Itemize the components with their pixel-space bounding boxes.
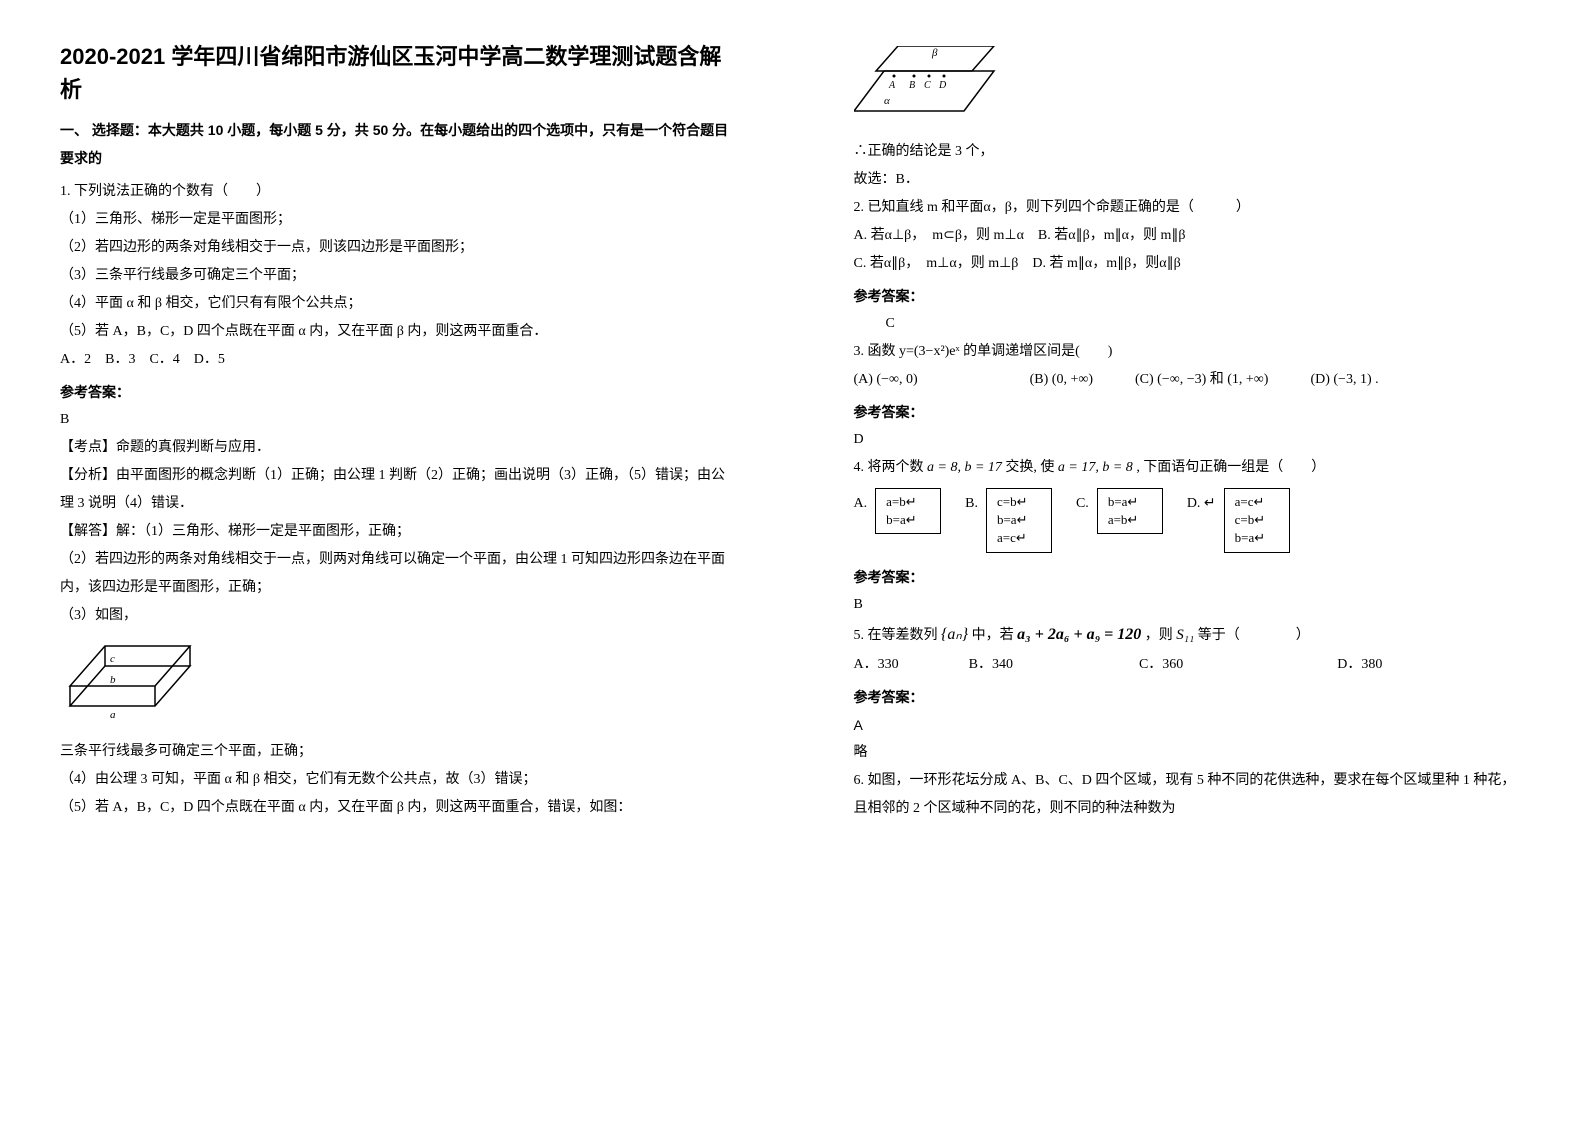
q4-optD-label: D. ↵ xyxy=(1187,488,1216,518)
q5-stem-a: 5. 在等差数列 xyxy=(854,628,942,643)
q4-optA-label: A. xyxy=(854,488,868,518)
q1-item3: （3）三条平行线最多可确定三个平面； xyxy=(60,262,734,290)
col2-line2: 故选：B． xyxy=(854,166,1528,194)
q4-options-row: A. a=b↵b=a↵ B. c=b↵b=a↵a=c↵ C. b=a↵a=b↵ … xyxy=(854,488,1528,553)
svg-text:c: c xyxy=(110,653,115,665)
q4-optC-label: C. xyxy=(1076,488,1089,518)
q1-answer-label: 参考答案： xyxy=(60,378,734,406)
q4-optC: C. b=a↵a=b↵ xyxy=(1076,488,1163,534)
q2-opts1: A. 若α⊥β， m⊂β，则 m⊥α B. 若α∥β，m∥α，则 m∥β xyxy=(854,222,1528,250)
q1-jieda5: （5）若 A，B，C，D 四个点既在平面 α 内，又在平面 β 内，则这两平面重… xyxy=(60,794,734,822)
q4-answer: B xyxy=(854,591,1528,619)
q1-kaodian: 【考点】命题的真假判断与应用． xyxy=(60,434,734,462)
q5-stem-f: S₁₁ xyxy=(1176,627,1194,643)
q4-optD: D. ↵ a=c↵c=b↵b=a↵ xyxy=(1187,488,1290,553)
q5-answer: A xyxy=(854,711,1528,739)
q5-stem-d: a₃ + 2a₆ + a₉ = 120 xyxy=(1017,626,1141,643)
svg-text:D: D xyxy=(938,80,947,91)
q5-stem-e: ，则 xyxy=(1141,628,1176,643)
q5-stem: 5. 在等差数列 {aₙ} 中，若 a₃ + 2a₆ + a₉ = 120 ，则… xyxy=(854,619,1528,651)
page-title: 2020-2021 学年四川省绵阳市游仙区玉河中学高二数学理测试题含解析 xyxy=(60,40,734,106)
q2-opts2: C. 若α∥β， m⊥α，则 m⊥β D. 若 m∥α，m∥β，则α∥β xyxy=(854,250,1528,278)
svg-text:C: C xyxy=(924,80,931,91)
q1-jieda4: （4）由公理 3 可知，平面 α 和 β 相交，它们有无数个公共点，故（3）错误… xyxy=(60,766,734,794)
q4-answer-label: 参考答案： xyxy=(854,563,1528,591)
q1-stem: 1. 下列说法正确的个数有（ ） xyxy=(60,178,734,206)
q4-optA-box: a=b↵b=a↵ xyxy=(875,488,941,534)
q1-item4: （4）平面 α 和 β 相交，它们只有有限个公共点； xyxy=(60,290,734,318)
q2-stem: 2. 已知直线 m 和平面α，β，则下列四个命题正确的是（ ） xyxy=(854,194,1528,222)
q6-stem: 6. 如图，一环形花坛分成 A、B、C、D 四个区域，现有 5 种不同的花供选种… xyxy=(854,767,1528,823)
q4-stem-a: 4. 将两个数 xyxy=(854,460,928,475)
svg-text:α: α xyxy=(884,95,890,107)
q1-item2: （2）若四边形的两条对角线相交于一点，则该四边形是平面图形； xyxy=(60,234,734,262)
q4-optB: B. c=b↵b=a↵a=c↵ xyxy=(965,488,1052,553)
q1-options: A．2 B．3 C．4 D．5 xyxy=(60,346,734,374)
col2-line1: ∴正确的结论是 3 个， xyxy=(854,138,1528,166)
q3-stem: 3. 函数 y=(3−x²)eˣ 的单调递增区间是( ) xyxy=(854,338,1528,366)
q5-stem-b: {aₙ} xyxy=(941,626,968,643)
svg-text:B: B xyxy=(909,80,915,91)
q2-answer: C xyxy=(854,310,1528,338)
q1-jieda2: （2）若四边形的两条对角线相交于一点，则两对角线可以确定一个平面，由公理 1 可… xyxy=(60,546,734,602)
q5-lue: 略 xyxy=(854,739,1528,767)
q4-optD-box: a=c↵c=b↵b=a↵ xyxy=(1224,488,1290,553)
section-heading: 一、 选择题：本大题共 10 小题，每小题 5 分，共 50 分。在每小题给出的… xyxy=(60,116,734,172)
q4-optB-box: c=b↵b=a↵a=c↵ xyxy=(986,488,1052,553)
q5-stem-g: 等于（ ） xyxy=(1194,628,1310,643)
q5-stem-c: 中，若 xyxy=(968,628,1017,643)
q4-stem: 4. 将两个数 a = 8, b = 17 交换, 使 a = 17, b = … xyxy=(854,454,1528,482)
q1-jieda1: 【解答】解：（1）三角形、梯形一定是平面图形，正确； xyxy=(60,518,734,546)
q1-answer: B xyxy=(60,406,734,434)
q5-options: A．330 B．340 C．360 D．380 xyxy=(854,651,1528,679)
q4-optB-label: B. xyxy=(965,488,978,518)
q2-answer-label: 参考答案： xyxy=(854,282,1528,310)
q1-jieda3: （3）如图， xyxy=(60,602,734,630)
svg-text:β: β xyxy=(931,47,938,59)
svg-text:A: A xyxy=(888,80,896,91)
q5-answer-label: 参考答案： xyxy=(854,683,1528,711)
q1-item1: （1）三角形、梯形一定是平面图形； xyxy=(60,206,734,234)
q1-jieda3b: 三条平行线最多可确定三个平面，正确； xyxy=(60,738,734,766)
q4-stem-e: , 下面语句正确一组是（ ） xyxy=(1133,460,1326,475)
col2-planes-figure: β α A B C D xyxy=(854,46,1528,132)
svg-text:a: a xyxy=(110,709,116,721)
q4-stem-c: 交换, 使 xyxy=(1002,460,1058,475)
q3-opts: (A) (−∞, 0) (B) (0, +∞) (C) (−∞, −3) 和 (… xyxy=(854,366,1528,394)
q3-answer: D xyxy=(854,426,1528,454)
q4-stem-b: a = 8, b = 17 xyxy=(927,460,1002,475)
q1-fenxi: 【分析】由平面图形的概念判断（1）正确；由公理 1 判断（2）正确；画出说明（3… xyxy=(60,462,734,518)
svg-text:b: b xyxy=(110,674,116,686)
q3-answer-label: 参考答案： xyxy=(854,398,1528,426)
q1-item5: （5）若 A，B，C，D 四个点既在平面 α 内，又在平面 β 内，则这两平面重… xyxy=(60,318,734,346)
q4-optA: A. a=b↵b=a↵ xyxy=(854,488,942,534)
q4-stem-d: a = 17, b = 8 xyxy=(1058,460,1133,475)
q1-prism-figure: c b a xyxy=(60,636,734,732)
q4-optC-box: b=a↵a=b↵ xyxy=(1097,488,1163,534)
